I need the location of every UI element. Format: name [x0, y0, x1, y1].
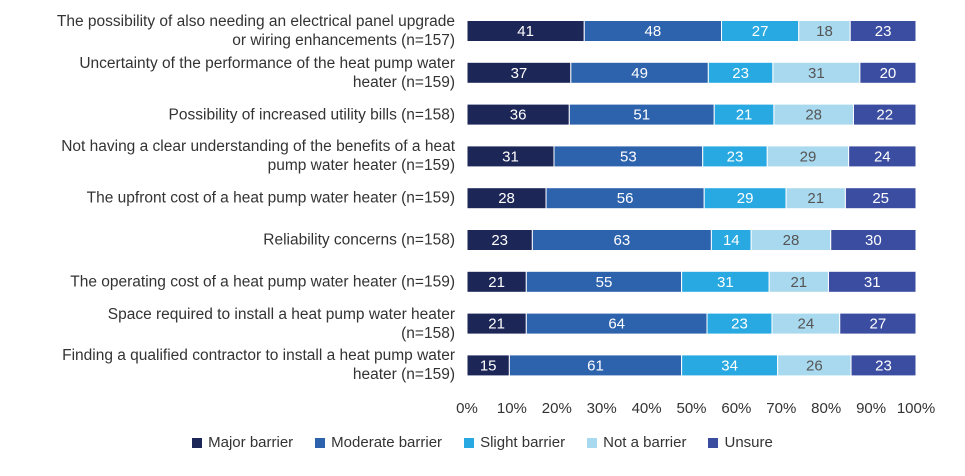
legend-label: Major barrier — [208, 434, 294, 451]
x-tick-label: 30% — [587, 400, 617, 417]
data-label: 55 — [596, 274, 613, 291]
data-label: 31 — [502, 148, 519, 165]
data-label: 31 — [864, 274, 881, 291]
bar-segment — [849, 20, 917, 42]
bar-segment — [859, 61, 917, 84]
data-label: 18 — [816, 23, 833, 40]
data-label: 21 — [807, 190, 824, 207]
data-label: 23 — [875, 23, 892, 40]
data-label: 28 — [498, 190, 515, 207]
legend-item: Moderate barrier — [315, 434, 442, 451]
data-label: 27 — [752, 23, 769, 40]
data-label: 51 — [633, 107, 650, 124]
data-label: 25 — [872, 190, 889, 207]
legend-label: Not a barrier — [603, 434, 687, 451]
x-tick-label: 70% — [766, 400, 796, 417]
x-tick-label: 20% — [542, 400, 572, 417]
legend-swatch — [708, 437, 719, 448]
data-label: 15 — [480, 357, 497, 374]
bar-segment — [827, 270, 917, 293]
data-label: 63 — [614, 232, 631, 249]
legend-label: Unsure — [724, 434, 773, 451]
x-tick-label: 90% — [856, 400, 886, 417]
data-label: 21 — [790, 274, 807, 291]
data-label: 29 — [737, 190, 754, 207]
category-label: The operating cost of a heat pump water … — [70, 273, 455, 291]
legend-label: Slight barrier — [480, 434, 566, 451]
bar-segment — [852, 103, 917, 126]
data-label: 23 — [731, 316, 748, 333]
data-label: 36 — [510, 107, 527, 124]
category-label: Space required to install a heat pump wa… — [107, 305, 455, 342]
data-label: 21 — [488, 274, 505, 291]
legend: Major barrier Moderate barrier Slight barr… — [0, 434, 965, 451]
data-label: 24 — [798, 316, 815, 333]
legend-swatch — [464, 437, 475, 448]
x-tick-label: 100% — [897, 400, 935, 417]
data-label: 64 — [608, 316, 625, 333]
category-label: Finding a qualified contractor to instal… — [62, 347, 455, 384]
data-label: 31 — [808, 65, 825, 82]
data-label: 31 — [717, 274, 734, 291]
data-label: 24 — [874, 148, 891, 165]
bar-segment — [839, 312, 917, 335]
data-label: 21 — [736, 107, 753, 124]
data-label: 30 — [865, 232, 882, 249]
data-label: 22 — [876, 107, 893, 124]
bar-segment — [848, 145, 917, 168]
data-label: 23 — [491, 232, 508, 249]
data-label: 53 — [620, 148, 637, 165]
x-tick-label: 40% — [632, 400, 662, 417]
data-label: 20 — [880, 65, 897, 82]
legend-swatch — [192, 437, 203, 448]
x-tick-label: 80% — [811, 400, 841, 417]
legend-swatch — [587, 437, 598, 448]
data-label: 23 — [875, 357, 892, 374]
data-label: 34 — [721, 357, 738, 374]
data-label: 61 — [587, 357, 604, 374]
data-label: 28 — [805, 107, 822, 124]
x-tick-label: 0% — [456, 400, 478, 417]
data-label: 29 — [800, 148, 817, 165]
data-label: 14 — [723, 232, 740, 249]
data-label: 23 — [727, 148, 744, 165]
legend-label: Moderate barrier — [331, 434, 443, 451]
bar-segment — [844, 187, 917, 210]
data-label: 27 — [870, 316, 887, 333]
category-label: Uncertainty of the performance of the he… — [79, 54, 455, 91]
bar-segment — [850, 354, 917, 377]
data-label: 41 — [517, 23, 534, 40]
bar-segment — [830, 229, 917, 251]
category-label: Reliability concerns (n=158) — [263, 231, 455, 249]
legend-item: Not a barrier — [587, 434, 686, 451]
data-label: 48 — [645, 23, 662, 40]
x-tick-label: 10% — [497, 400, 527, 417]
legend-swatch — [315, 437, 326, 448]
x-tick-label: 50% — [676, 400, 706, 417]
category-label: The upfront cost of a heat pump water he… — [86, 189, 455, 207]
x-tick-label: 60% — [721, 400, 751, 417]
legend-item: Unsure — [708, 434, 773, 451]
category-label: Not having a clear understanding of the … — [61, 138, 455, 175]
legend-item: Major barrier — [192, 434, 293, 451]
legend-item: Slight barrier — [464, 434, 565, 451]
data-label: 37 — [511, 65, 528, 82]
data-label: 21 — [488, 316, 505, 333]
data-label: 28 — [783, 232, 800, 249]
data-label: 49 — [631, 65, 648, 82]
category-label: Possibility of increased utility bills (… — [168, 106, 455, 124]
category-label: The possibility of also needing an elect… — [56, 13, 455, 49]
data-label: 23 — [732, 65, 749, 82]
data-label: 56 — [617, 190, 634, 207]
data-label: 26 — [806, 357, 823, 374]
